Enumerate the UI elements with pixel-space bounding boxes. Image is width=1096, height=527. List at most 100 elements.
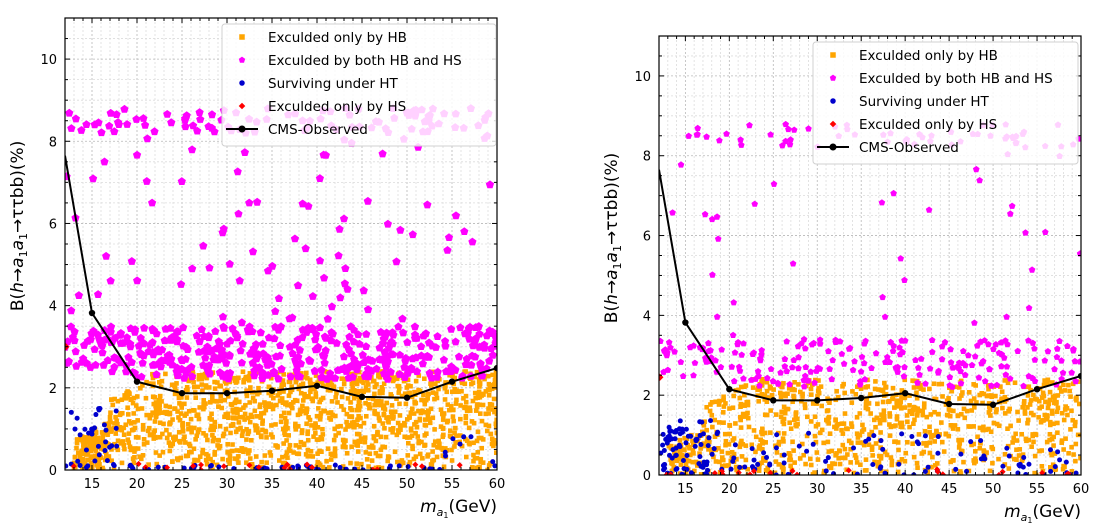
point-hb bbox=[98, 446, 104, 451]
point-both bbox=[123, 120, 132, 128]
point-both bbox=[677, 358, 685, 365]
point-hb bbox=[739, 438, 744, 444]
point-hb bbox=[163, 403, 169, 409]
point-hb bbox=[826, 421, 832, 426]
point-both bbox=[315, 174, 324, 182]
point-ht bbox=[871, 433, 877, 439]
point-hb bbox=[780, 419, 786, 424]
x-tick-label: 40 bbox=[309, 477, 326, 492]
point-both bbox=[713, 313, 721, 320]
point-hb bbox=[733, 464, 739, 470]
point-hb bbox=[404, 435, 410, 440]
point-hb bbox=[1000, 405, 1005, 411]
point-hb bbox=[320, 464, 326, 470]
point-hb bbox=[969, 408, 975, 413]
point-hb bbox=[781, 439, 786, 444]
point-hb bbox=[326, 410, 331, 416]
point-hb bbox=[300, 403, 305, 409]
point-hb bbox=[841, 381, 846, 387]
point-hb bbox=[986, 393, 992, 398]
point-both bbox=[211, 327, 220, 335]
point-hb bbox=[483, 422, 489, 428]
point-both bbox=[218, 228, 227, 237]
point-ht bbox=[107, 444, 113, 450]
point-ht bbox=[1000, 463, 1006, 469]
point-hb bbox=[177, 417, 183, 423]
point-hb bbox=[854, 431, 860, 436]
point-hb bbox=[855, 435, 861, 440]
point-hb bbox=[899, 406, 904, 411]
point-both bbox=[785, 125, 792, 133]
point-hb bbox=[787, 457, 792, 463]
point-both bbox=[277, 364, 286, 373]
point-hb bbox=[746, 424, 752, 430]
point-ht bbox=[767, 462, 773, 468]
point-hb bbox=[133, 434, 139, 440]
point-both bbox=[223, 369, 232, 378]
point-hb bbox=[801, 452, 806, 458]
point-hb bbox=[949, 388, 955, 394]
point-hb bbox=[358, 436, 364, 441]
point-both bbox=[860, 359, 868, 367]
point-hb bbox=[756, 399, 762, 404]
point-hb bbox=[374, 382, 379, 387]
point-hb bbox=[904, 413, 910, 418]
point-hb bbox=[1039, 463, 1045, 469]
point-both bbox=[233, 333, 242, 342]
point-ht bbox=[667, 428, 673, 434]
point-hb bbox=[303, 374, 308, 380]
point-hb bbox=[980, 427, 986, 433]
point-hb bbox=[479, 445, 485, 451]
point-both bbox=[488, 350, 497, 359]
point-both bbox=[800, 376, 808, 384]
point-both bbox=[172, 367, 181, 376]
cms-observed-point bbox=[945, 400, 953, 408]
point-hb bbox=[115, 398, 121, 404]
point-hb bbox=[205, 437, 210, 443]
point-hb bbox=[366, 444, 372, 450]
point-both bbox=[233, 167, 242, 176]
point-hb bbox=[1069, 469, 1075, 474]
point-ht bbox=[755, 461, 761, 467]
point-hb bbox=[677, 437, 683, 443]
point-both bbox=[306, 324, 315, 333]
point-both bbox=[978, 360, 985, 367]
point-hb bbox=[731, 393, 737, 399]
point-both bbox=[197, 325, 206, 333]
x-tick-label: 60 bbox=[1073, 482, 1090, 497]
point-both bbox=[934, 369, 942, 376]
point-hb bbox=[230, 421, 236, 427]
point-hb bbox=[837, 461, 843, 467]
point-both bbox=[116, 329, 126, 337]
point-hb bbox=[102, 443, 108, 449]
point-hb bbox=[964, 408, 970, 414]
point-hb bbox=[898, 399, 904, 404]
point-hb bbox=[999, 396, 1005, 402]
point-ht bbox=[714, 431, 720, 437]
point-hb bbox=[118, 441, 124, 446]
point-hb bbox=[781, 381, 786, 386]
point-hb bbox=[968, 398, 974, 404]
point-both bbox=[665, 339, 673, 346]
point-hb bbox=[397, 413, 403, 418]
point-hb bbox=[311, 385, 317, 390]
point-both bbox=[401, 354, 410, 362]
point-hb bbox=[366, 402, 371, 407]
point-ht bbox=[82, 426, 88, 432]
point-both bbox=[250, 371, 259, 380]
point-hb bbox=[892, 405, 897, 410]
point-hb bbox=[934, 429, 939, 435]
point-both bbox=[313, 344, 322, 353]
point-both bbox=[306, 356, 315, 365]
point-hb bbox=[92, 436, 97, 442]
point-hb bbox=[203, 401, 208, 406]
point-hb bbox=[738, 441, 743, 447]
point-hb bbox=[152, 428, 158, 433]
point-hb bbox=[819, 427, 825, 433]
point-both bbox=[275, 351, 284, 360]
point-ht bbox=[93, 412, 99, 418]
point-hb bbox=[159, 378, 165, 384]
point-ht bbox=[899, 431, 905, 437]
point-both bbox=[276, 341, 285, 349]
point-hb bbox=[404, 385, 410, 390]
